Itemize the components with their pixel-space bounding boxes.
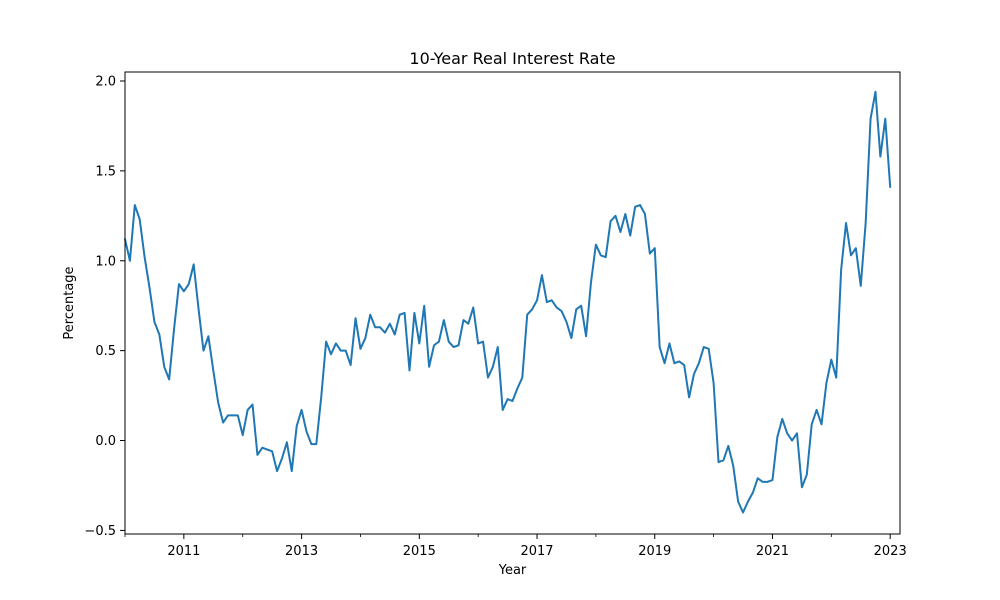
y-tick-label: 1.5 [95,164,116,179]
series-line [124,90,892,514]
x-tick-label: 2017 [520,544,553,559]
y-tick-label: −0.5 [84,524,116,539]
y-tick-label: 2.0 [95,74,116,89]
y-tick-label: 1.0 [95,254,116,269]
x-tick-label: 2019 [638,544,671,559]
x-axis-label: Year [498,563,527,578]
x-tick-label: 2015 [403,544,436,559]
x-tick-label: 2011 [167,544,200,559]
plot-frame [124,71,901,535]
x-tick-label: 2023 [874,544,907,559]
y-axis-ticks: −0.5 0.0 0.5 1.0 1.5 2.0 [84,74,125,539]
y-axis-label: Percentage [62,266,77,339]
y-tick-label: 0.5 [95,344,116,359]
x-tick-label: 2021 [756,544,789,559]
chart-title: 10-Year Real Interest Rate [409,49,615,68]
x-tick-label: 2013 [285,544,318,559]
y-tick-label: 0.0 [95,434,116,449]
